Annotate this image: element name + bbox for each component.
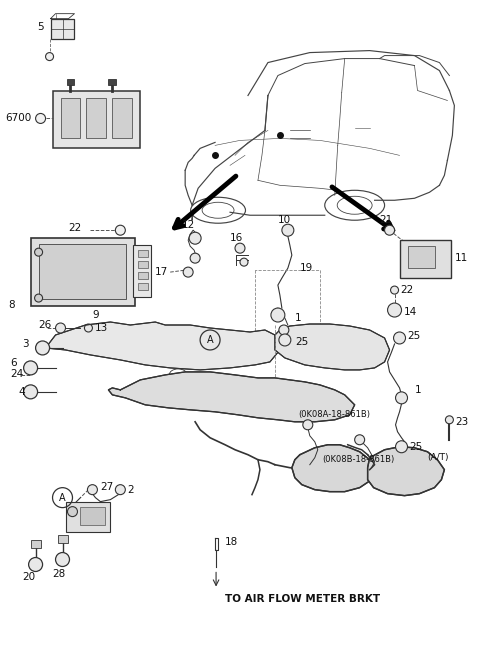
Circle shape [29,558,43,571]
Text: 25: 25 [408,331,421,341]
Text: (0K08A-18-861B): (0K08A-18-861B) [298,410,370,419]
Text: 2: 2 [127,485,134,495]
Circle shape [36,113,46,123]
Text: (A/T): (A/T) [428,453,449,462]
Circle shape [394,332,406,344]
Circle shape [303,420,313,430]
Circle shape [445,416,454,424]
Circle shape [183,267,193,277]
Text: 9: 9 [92,310,99,320]
Circle shape [24,361,37,375]
Circle shape [282,224,294,236]
Bar [133,245,151,297]
Circle shape [279,334,291,346]
Text: 5: 5 [37,22,44,31]
Text: 22: 22 [69,223,82,234]
Text: 27: 27 [100,482,114,491]
Circle shape [36,341,49,355]
Text: (0K08B-18-861B): (0K08B-18-861B) [322,455,394,464]
Text: 1: 1 [415,385,421,395]
Text: 20: 20 [23,573,36,583]
Circle shape [35,248,43,256]
Bar [50,18,74,39]
Bar [399,240,451,278]
Circle shape [190,253,200,263]
Circle shape [355,435,365,445]
Polygon shape [368,447,444,496]
Bar [65,502,110,531]
Text: 14: 14 [404,307,417,317]
Circle shape [189,232,201,244]
Circle shape [115,225,125,236]
Text: 28: 28 [52,569,66,579]
Text: 21: 21 [380,215,393,225]
Circle shape [396,441,408,453]
Text: 26: 26 [38,320,52,330]
Text: A: A [207,335,214,345]
Bar [31,539,41,548]
Circle shape [396,392,408,404]
Circle shape [240,258,248,266]
Polygon shape [292,445,374,491]
Text: 25: 25 [295,337,308,347]
Text: 1: 1 [295,313,301,323]
Bar [138,261,148,268]
Text: 16: 16 [230,233,243,243]
Circle shape [391,286,398,294]
Polygon shape [108,372,355,422]
Text: TO AIR FLOW METER BRKT: TO AIR FLOW METER BRKT [225,594,380,604]
Text: 6700: 6700 [6,113,32,123]
Bar [408,246,435,268]
Polygon shape [46,322,280,370]
Text: 13: 13 [95,323,108,333]
Bar [138,272,148,279]
Circle shape [46,52,54,60]
Text: 10: 10 [278,215,291,225]
Bar [108,79,116,85]
Circle shape [387,303,402,317]
Bar [86,98,107,138]
Text: 18: 18 [225,537,238,546]
Text: 12: 12 [182,220,195,230]
Text: 17: 17 [155,267,168,277]
Bar [52,91,140,148]
Circle shape [115,485,125,495]
Text: 24: 24 [11,369,24,379]
Circle shape [384,225,395,236]
Bar [60,98,81,138]
Bar [38,244,126,299]
Text: 6: 6 [11,358,17,368]
Text: 19: 19 [300,263,313,273]
Text: A: A [59,493,66,502]
Circle shape [271,308,285,322]
Text: 23: 23 [456,417,468,427]
Polygon shape [275,324,390,370]
Circle shape [56,552,70,567]
Bar [31,238,135,306]
Bar [58,535,68,543]
Text: 11: 11 [455,253,468,263]
Text: 22: 22 [400,285,414,295]
Bar [112,98,132,138]
Circle shape [87,485,97,495]
Circle shape [279,325,289,335]
Circle shape [35,294,43,302]
Circle shape [68,506,77,516]
Text: 3: 3 [23,339,29,349]
Bar [67,79,74,85]
Text: 25: 25 [409,441,423,452]
Bar [81,506,106,525]
Circle shape [56,323,65,333]
Bar [138,283,148,290]
Bar [138,250,148,257]
Circle shape [235,243,245,253]
Text: 4: 4 [19,387,25,397]
Text: 8: 8 [9,300,15,310]
Circle shape [24,385,37,399]
